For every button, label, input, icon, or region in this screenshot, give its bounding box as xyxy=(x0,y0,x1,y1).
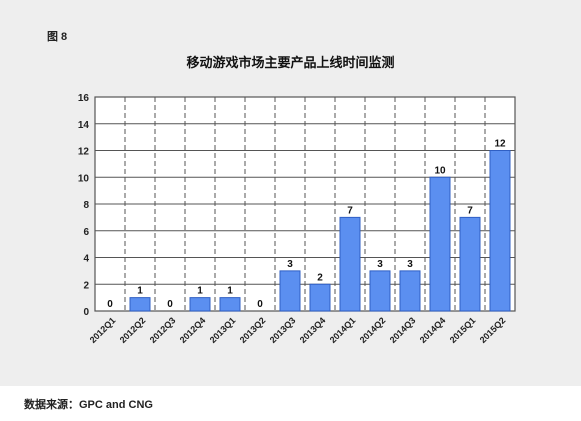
y-tick-label: 0 xyxy=(83,307,89,318)
bar xyxy=(339,216,361,312)
data-label: 1 xyxy=(137,286,143,297)
y-tick-label: 2 xyxy=(83,280,89,291)
bar xyxy=(489,150,511,312)
y-tick-label: 14 xyxy=(78,120,90,131)
x-tick-label: 2013Q1 xyxy=(208,315,238,345)
x-tick-label: 2014Q4 xyxy=(418,315,448,345)
chart-title: 移动游戏市场主要产品上线时间监测 xyxy=(186,55,395,70)
x-tick-label: 2013Q3 xyxy=(268,315,298,345)
bar xyxy=(129,297,151,312)
data-label: 2 xyxy=(317,272,323,283)
y-tick-label: 10 xyxy=(78,173,90,184)
bar xyxy=(459,216,481,312)
x-tick-label: 2014Q3 xyxy=(388,315,418,345)
x-tick-label: 2012Q3 xyxy=(148,315,178,345)
data-label: 3 xyxy=(287,259,293,270)
figure-label: 图 8 xyxy=(47,31,68,43)
data-label: 7 xyxy=(347,205,353,216)
x-tick-label: 2012Q2 xyxy=(118,315,148,345)
data-label: 0 xyxy=(107,299,113,310)
data-label: 0 xyxy=(257,299,263,310)
data-label: 1 xyxy=(197,286,203,297)
x-tick-label: 2014Q2 xyxy=(358,315,388,345)
x-tick-label: 2015Q1 xyxy=(448,315,478,345)
data-label: 1 xyxy=(227,286,233,297)
data-label: 12 xyxy=(494,139,506,150)
x-tick-label: 2015Q2 xyxy=(478,315,508,345)
bar xyxy=(219,297,241,312)
data-label: 10 xyxy=(434,165,446,176)
x-tick-label: 2013Q4 xyxy=(298,315,328,345)
y-tick-label: 6 xyxy=(83,227,89,238)
y-tick-label: 12 xyxy=(78,147,90,158)
data-label: 7 xyxy=(467,205,473,216)
data-label: 3 xyxy=(407,259,413,270)
x-tick-label: 2014Q1 xyxy=(328,315,358,345)
bar xyxy=(429,176,451,312)
bar-chart: 024681012141602012Q112012Q202012Q312012Q… xyxy=(78,93,516,345)
bar xyxy=(369,270,391,312)
y-tick-label: 16 xyxy=(78,93,90,104)
bar xyxy=(279,270,301,312)
bar xyxy=(309,283,331,312)
bar xyxy=(189,297,211,312)
plot-border xyxy=(94,96,516,312)
data-label: 0 xyxy=(167,299,173,310)
bar xyxy=(399,270,421,312)
x-tick-label: 2012Q4 xyxy=(178,315,208,345)
x-tick-label: 2013Q2 xyxy=(238,315,268,345)
source-note: 数据来源：GPC and CNG xyxy=(24,399,153,411)
data-label: 3 xyxy=(377,259,383,270)
y-tick-label: 4 xyxy=(83,254,89,265)
x-tick-label: 2012Q1 xyxy=(88,315,118,345)
y-tick-label: 8 xyxy=(83,200,89,211)
